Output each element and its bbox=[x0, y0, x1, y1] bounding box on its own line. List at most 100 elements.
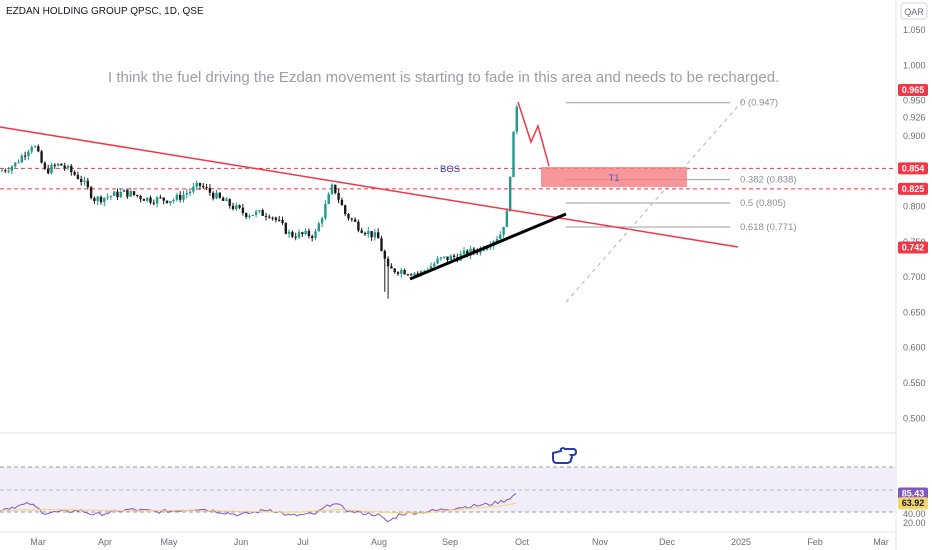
candle-body bbox=[347, 214, 350, 219]
price-badge bbox=[898, 84, 928, 97]
candle-body bbox=[188, 191, 192, 194]
candle-body bbox=[43, 162, 47, 169]
rsi-tick: 40.00 bbox=[903, 509, 926, 519]
candle-body bbox=[142, 199, 146, 201]
candle-body bbox=[30, 147, 33, 152]
price-tick: 1.050 bbox=[903, 25, 926, 35]
candle-body bbox=[311, 236, 314, 238]
candle-body bbox=[509, 176, 512, 211]
candle-body bbox=[515, 106, 518, 132]
candle-body bbox=[63, 165, 66, 169]
pointing-hand-icon bbox=[552, 447, 578, 464]
candle-body bbox=[23, 155, 27, 157]
candle-body bbox=[419, 271, 423, 274]
candle-body bbox=[136, 194, 139, 196]
candle-body bbox=[439, 257, 443, 259]
candle-body bbox=[390, 266, 393, 269]
candle-body bbox=[393, 268, 396, 273]
candle-body bbox=[159, 197, 162, 199]
annotation-text: I think the fuel driving the Ezdan movem… bbox=[108, 69, 779, 86]
price-badge-label: 63.92 bbox=[902, 498, 925, 508]
candle-body bbox=[76, 174, 80, 180]
rsi-ma-line bbox=[0, 502, 517, 514]
price-badge-label: 0.825 bbox=[902, 184, 925, 194]
time-tick: Apr bbox=[98, 537, 112, 547]
symbol-title: EZDAN HOLDING GROUP QPSC, 1D, QSE bbox=[6, 6, 204, 17]
candle-body bbox=[406, 274, 410, 276]
time-tick: Oct bbox=[515, 537, 530, 547]
candle-body bbox=[228, 199, 231, 206]
candle-body bbox=[297, 232, 301, 238]
ascending-support-line[interactable] bbox=[409, 212, 567, 281]
projected-path[interactable] bbox=[517, 101, 550, 167]
candle-body bbox=[462, 250, 466, 254]
candle-body bbox=[198, 183, 202, 186]
time-tick: Jul bbox=[297, 537, 309, 547]
price-tick: 0.600 bbox=[903, 343, 926, 353]
candle-body bbox=[324, 204, 327, 219]
supply-zone[interactable] bbox=[541, 167, 687, 187]
candle-body bbox=[241, 207, 245, 214]
price-badge-label: 0.965 bbox=[902, 85, 925, 95]
price-tick: 0.650 bbox=[903, 307, 926, 317]
candle-body bbox=[195, 183, 198, 187]
price-tick: 0.500 bbox=[903, 413, 926, 423]
candle-body bbox=[60, 163, 63, 166]
candle-body bbox=[373, 232, 377, 238]
candle-body bbox=[238, 205, 241, 208]
candle-body bbox=[370, 231, 373, 238]
price-badge-label: 0.742 bbox=[902, 242, 925, 252]
fib-label: 0.5 (0.805) bbox=[740, 198, 786, 209]
candle-body bbox=[83, 180, 86, 182]
currency-badge[interactable]: QAR bbox=[900, 2, 928, 20]
time-tick: Mar bbox=[873, 537, 889, 547]
candle-body bbox=[0, 170, 4, 172]
candle-body bbox=[380, 238, 383, 252]
fib-label: 0 (0.947) bbox=[740, 98, 778, 109]
candle-body bbox=[172, 199, 175, 202]
zone-label: T1 bbox=[608, 173, 619, 184]
candle-body bbox=[344, 205, 347, 215]
candle-body bbox=[155, 197, 159, 204]
candle-body bbox=[40, 151, 43, 163]
candle-body bbox=[27, 151, 30, 157]
candle-body bbox=[47, 168, 50, 174]
candle-body bbox=[446, 256, 449, 260]
time-tick: Dec bbox=[659, 537, 676, 547]
candle-body bbox=[386, 258, 390, 267]
price-badge bbox=[898, 487, 928, 500]
candle-body bbox=[512, 131, 515, 177]
candle-body bbox=[192, 186, 195, 192]
candle-body bbox=[433, 263, 436, 267]
candle-body bbox=[400, 269, 403, 274]
candle-body bbox=[413, 273, 416, 276]
candle-body bbox=[119, 192, 122, 198]
candle-body bbox=[185, 193, 188, 195]
candle-body bbox=[251, 214, 254, 216]
candle-body bbox=[215, 192, 218, 199]
time-tick: Jun bbox=[234, 537, 249, 547]
candle-body bbox=[363, 232, 367, 235]
candle-body bbox=[179, 194, 182, 200]
candle-body bbox=[89, 187, 93, 198]
projection-line[interactable] bbox=[565, 96, 747, 303]
candle-body bbox=[261, 210, 264, 216]
price-tick: 0.550 bbox=[903, 378, 926, 388]
candle-body bbox=[416, 273, 419, 275]
candle-body bbox=[4, 170, 7, 172]
candle-body bbox=[301, 232, 304, 235]
candle-body bbox=[367, 231, 370, 235]
time-tick: Sep bbox=[442, 537, 458, 547]
candle-body bbox=[268, 216, 271, 218]
candle-body bbox=[245, 213, 248, 218]
price-badge bbox=[898, 162, 928, 175]
descending-trendline[interactable] bbox=[0, 126, 739, 248]
rsi-line bbox=[0, 493, 517, 523]
candle-body bbox=[278, 219, 281, 221]
candle-body bbox=[271, 217, 274, 219]
candle-body bbox=[109, 195, 113, 197]
candle-body bbox=[37, 146, 40, 152]
candle-body bbox=[113, 191, 116, 196]
candle-body bbox=[291, 231, 294, 237]
